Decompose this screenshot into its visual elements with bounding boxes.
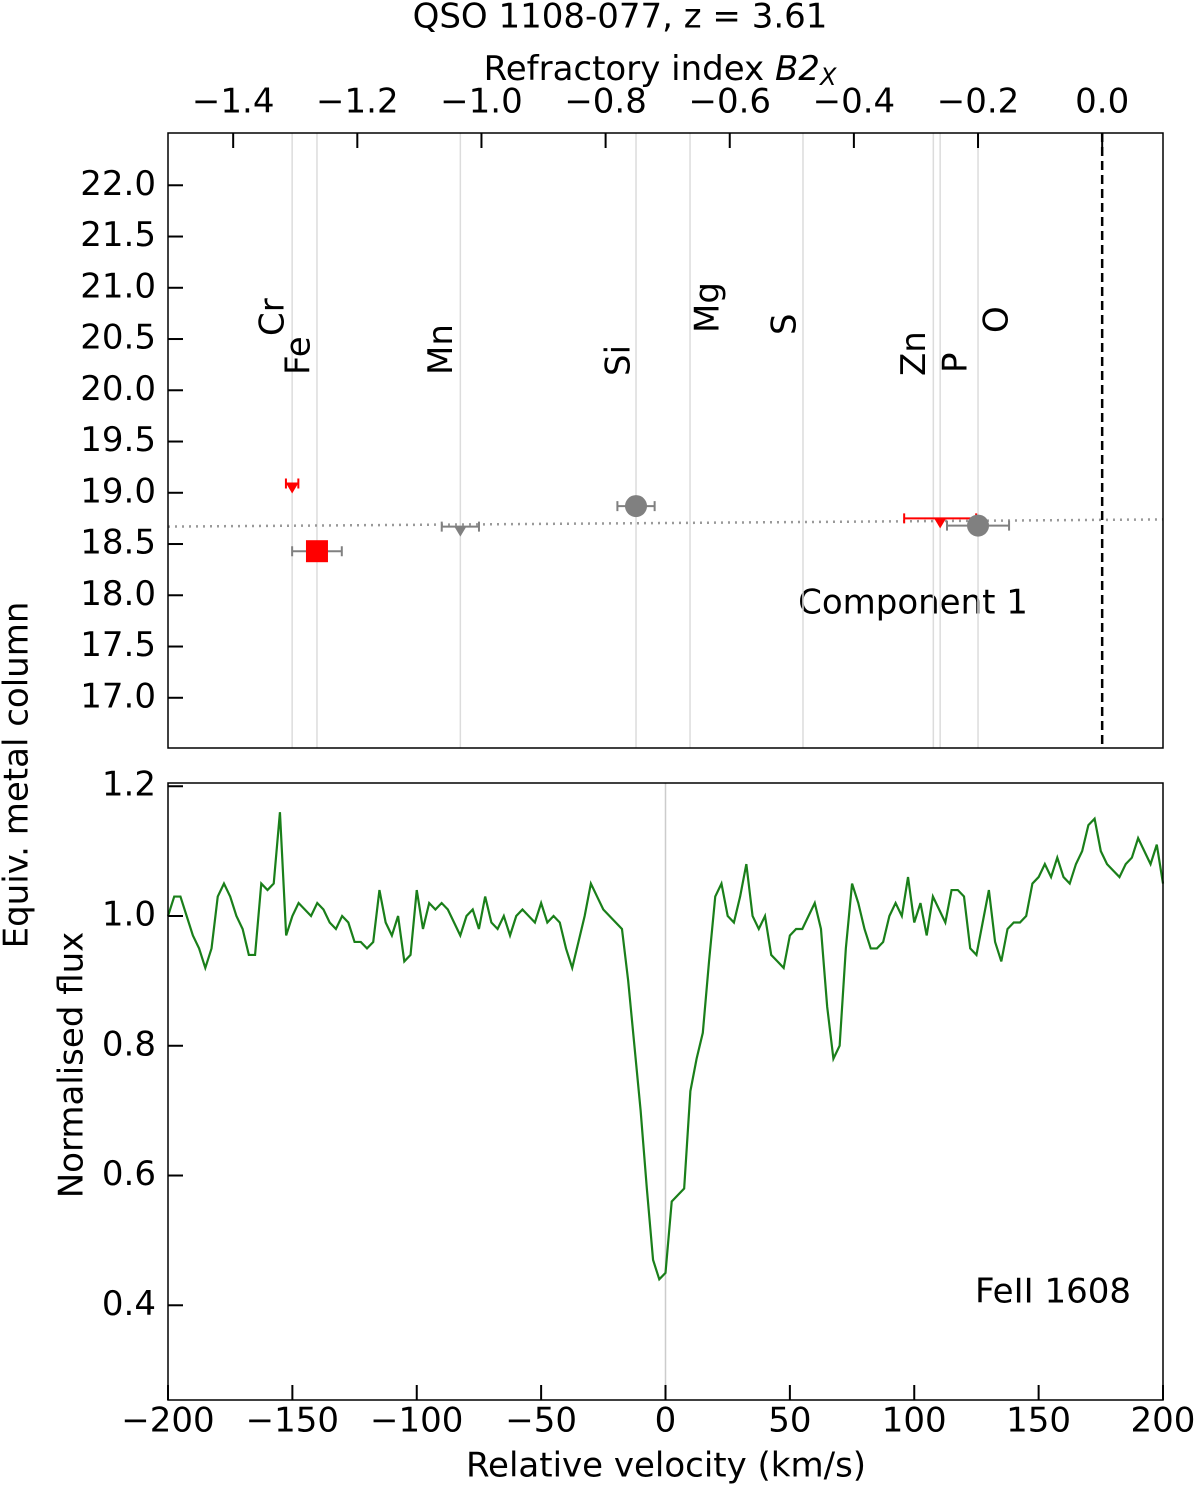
x-tick-label: −200: [121, 1401, 214, 1441]
x-tick-label: 200: [1131, 1401, 1196, 1441]
element-label: O: [977, 306, 1017, 333]
plot-frame: [167, 782, 1164, 1401]
point: [967, 514, 990, 537]
x-tick-label: −1.4: [192, 82, 275, 122]
top-axis-label: Refractory index B2X: [484, 49, 837, 92]
plot-frame: [167, 132, 1164, 749]
y-tick-label: 17.5: [80, 625, 156, 665]
x-tick-label: 0.0: [1075, 82, 1129, 122]
upper-limit: [286, 483, 299, 494]
y-tick-label: 0.6: [102, 1154, 156, 1194]
flux-line: [166, 812, 1165, 1282]
y-tick-label: 21.5: [80, 215, 156, 255]
chart-title: QSO 1108-077, z = 3.61: [413, 0, 828, 37]
x-tick-label: −0.6: [688, 82, 771, 122]
y-tick-label: 0.8: [102, 1024, 156, 1064]
x-tick-label: −50: [505, 1401, 577, 1441]
element-label: Zn: [894, 331, 934, 376]
y-tick-label: 18.5: [80, 523, 156, 563]
axis-label-text: Refractory index: [484, 49, 775, 89]
element-label: Cr: [253, 298, 293, 336]
element-label: Mg: [688, 282, 728, 333]
y-tick-label: 17.0: [80, 676, 156, 716]
x-axis-label: Relative velocity (km/s): [466, 1446, 866, 1486]
y-tick-label: 20.0: [80, 369, 156, 409]
y-tick-label: 21.0: [80, 266, 156, 306]
y-tick-label: 19.5: [80, 420, 156, 460]
upper-limit: [454, 526, 467, 537]
x-tick-label: 0: [655, 1401, 677, 1441]
y-tick-label: 1.0: [102, 895, 156, 935]
y-tick-label: 18.0: [80, 574, 156, 614]
x-tick-label: 100: [882, 1401, 947, 1441]
y-tick-label: 1.2: [102, 765, 156, 805]
annotation: Component 1: [798, 583, 1028, 623]
y-tick-label: 0.4: [102, 1284, 156, 1324]
y-axis-label: Normalised flux: [52, 932, 92, 1199]
x-tick-label: −0.8: [564, 82, 647, 122]
point: [305, 540, 328, 563]
y-tick-label: 20.5: [80, 318, 156, 358]
y-tick-label: 19.0: [80, 471, 156, 511]
x-tick-label: 150: [1006, 1401, 1071, 1441]
point: [625, 495, 648, 518]
element-label: Mn: [421, 324, 461, 375]
y-axis-label: Equiv. metal column: [0, 602, 37, 949]
annotation: FeII 1608: [975, 1272, 1131, 1312]
element-label: Fe: [278, 336, 318, 375]
x-tick-label: −1.2: [316, 82, 399, 122]
axis-label-subscript: X: [818, 63, 837, 91]
x-tick-label: −0.2: [937, 82, 1020, 122]
x-tick-label: −100: [370, 1401, 463, 1441]
upper-limit: [934, 518, 947, 529]
fit-line: [167, 518, 1164, 528]
element-label: Si: [599, 345, 639, 376]
y-tick-label: 22.0: [80, 164, 156, 204]
x-tick-label: −0.4: [813, 82, 896, 122]
element-label: S: [764, 313, 804, 335]
x-tick-label: −1.0: [440, 82, 523, 122]
x-tick-label: 50: [768, 1401, 811, 1441]
axis-label-symbol: B2: [775, 49, 820, 89]
element-label: P: [936, 352, 976, 373]
x-tick-label: −150: [246, 1401, 339, 1441]
